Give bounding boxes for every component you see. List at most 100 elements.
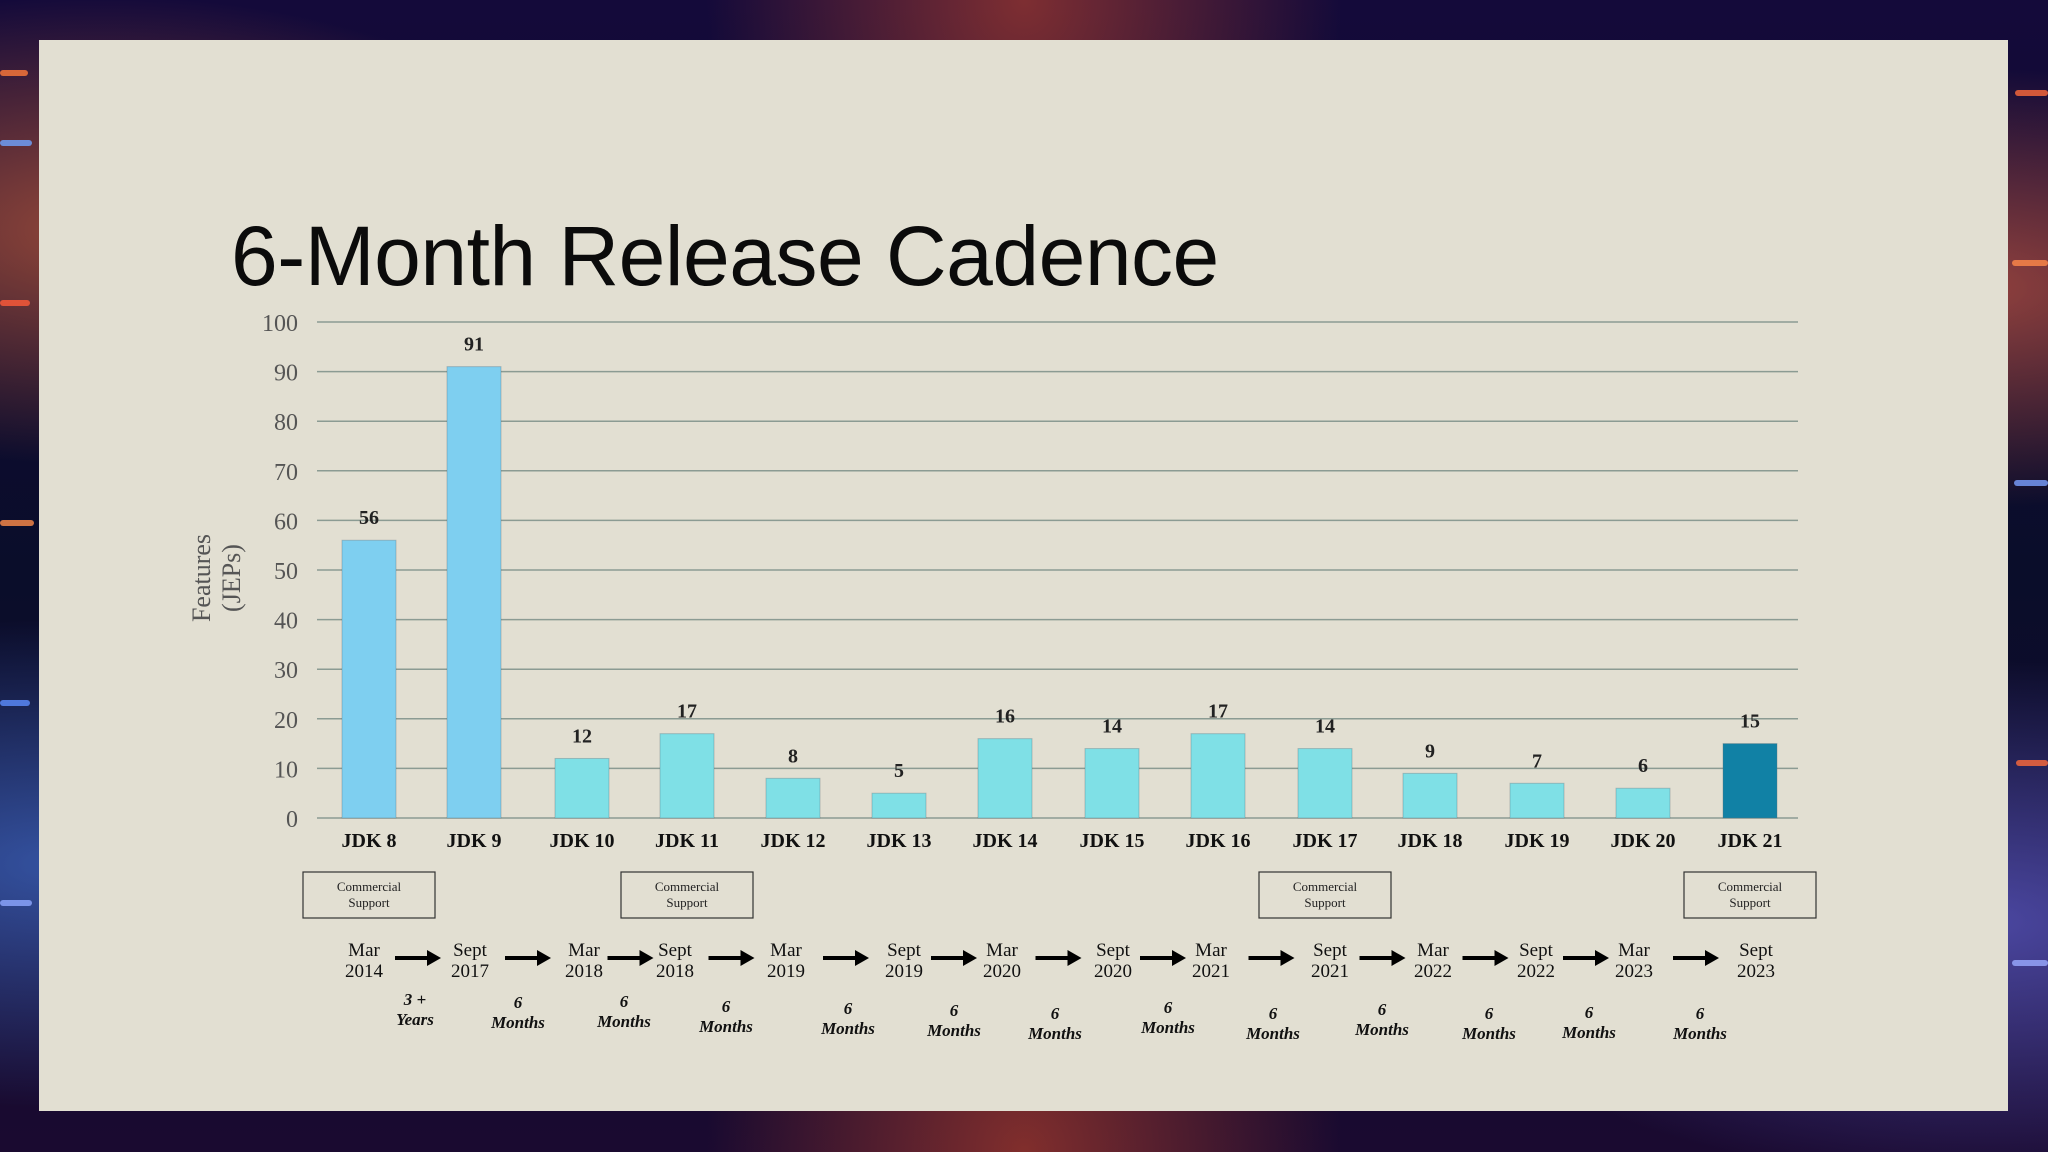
support-box-frame — [302, 871, 436, 919]
support-box-frame — [620, 871, 754, 919]
arrow-head — [963, 950, 977, 966]
arrow-head — [855, 950, 869, 966]
bar-jdk-15 — [1084, 748, 1140, 819]
timeline-arrow — [1359, 950, 1406, 966]
x-tick-label: JDK 19 — [1505, 830, 1570, 852]
timeline-date-year: 2020 — [983, 961, 1021, 982]
y-tick-label: 50 — [274, 559, 298, 585]
support-box-text: Support — [348, 895, 390, 910]
interval-count: 6 — [1485, 1004, 1494, 1023]
arrow-head — [1172, 950, 1186, 966]
timeline-arrow — [931, 950, 977, 966]
support-box-text: Support — [1304, 895, 1346, 910]
support-box-text: Commercial — [1718, 879, 1783, 894]
y-tick-label: 30 — [274, 658, 298, 684]
timeline-date-year: 2020 — [1094, 961, 1132, 982]
background-streak — [0, 700, 30, 706]
timeline-date-year: 2017 — [451, 961, 489, 982]
timeline-date-year: 2018 — [565, 961, 603, 982]
timeline-date-year: 2021 — [1311, 961, 1349, 982]
timeline-date-month: Sept — [887, 940, 922, 961]
release-timeline: Mar2014Sept2017Mar2018Sept2018Mar2019Sep… — [345, 940, 1775, 982]
bar-value-label: 15 — [1740, 711, 1760, 733]
bar-jdk-13 — [871, 792, 927, 819]
timeline-date-year: 2018 — [656, 961, 694, 982]
bar-value-labels: 56 91 12 17 8 5 16 14 17 14 9 7 6 15 — [359, 334, 1760, 783]
support-box-frame — [1258, 871, 1392, 919]
bar-jdk-20 — [1615, 787, 1671, 819]
x-tick-label: JDK 18 — [1398, 830, 1463, 852]
arrow-head — [1067, 950, 1082, 966]
interval-unit: Months — [1354, 1020, 1409, 1039]
timeline-arrow — [1248, 950, 1295, 966]
support-box-text: Commercial — [655, 879, 720, 894]
timeline-date-month: Mar — [986, 940, 1018, 961]
y-tick-label: 80 — [274, 410, 298, 436]
interval-unit: Months — [1140, 1018, 1195, 1037]
x-tick-label: JDK 8 — [342, 830, 397, 852]
interval-unit: Months — [1461, 1024, 1516, 1043]
timeline-arrow — [505, 950, 551, 966]
timeline-arrow — [607, 950, 654, 966]
x-tick-label: JDK 13 — [867, 830, 932, 852]
arrow-head — [1391, 950, 1406, 966]
bar-value-label: 8 — [788, 745, 798, 767]
slide-title: 6-Month Release Cadence — [231, 209, 1219, 303]
arrow-head — [740, 950, 755, 966]
interval-count: 3 + — [403, 990, 426, 1009]
interval-count: 6 — [620, 992, 629, 1011]
interval-count: 6 — [1696, 1004, 1705, 1023]
background-streak — [2016, 760, 2048, 766]
interval-count: 6 — [514, 993, 523, 1012]
arrow-head — [1705, 950, 1719, 966]
background-streak — [2015, 90, 2048, 96]
commercial-support-boxes: CommercialSupportCommercialSupportCommer… — [302, 871, 1817, 919]
interval-count: 6 — [1585, 1003, 1594, 1022]
timeline-date-month: Sept — [453, 940, 488, 961]
x-tick-label: JDK 20 — [1611, 830, 1676, 852]
timeline-date-month: Mar — [770, 940, 802, 961]
bar-value-label: 16 — [995, 706, 1015, 728]
bar-value-label: 6 — [1638, 755, 1648, 777]
bar-value-label: 9 — [1425, 740, 1435, 762]
y-tick-label: 60 — [274, 509, 298, 535]
timeline-date-month: Sept — [1096, 940, 1131, 961]
background-streak — [2012, 960, 2048, 966]
timeline-date-month: Mar — [348, 940, 380, 961]
background-streak — [0, 140, 32, 146]
y-tick-label: 100 — [262, 311, 298, 337]
x-tick-label: JDK 15 — [1080, 830, 1145, 852]
grid-layer — [317, 321, 1798, 819]
y-axis-label-line-2: (JEPs) — [217, 544, 246, 612]
timeline-date-year: 2019 — [885, 961, 923, 982]
background-streak — [0, 70, 28, 76]
timeline-date-year: 2022 — [1517, 961, 1555, 982]
x-tick-label: JDK 11 — [655, 830, 719, 852]
timeline-date-year: 2023 — [1737, 961, 1775, 982]
arrow-head — [427, 950, 441, 966]
bar-value-label: 91 — [464, 334, 484, 356]
timeline-date-year: 2014 — [345, 961, 384, 982]
interval-count: 6 — [722, 997, 731, 1016]
release-intervals: 3 +Years6Months6Months6Months6Months6Mon… — [396, 990, 1727, 1043]
timeline-date-year: 2022 — [1414, 961, 1452, 982]
interval-unit: Months — [490, 1013, 545, 1032]
x-tick-labels: JDK 8 JDK 9 JDK 10 JDK 11 JDK 12 JDK 13 JDK 14… — [342, 830, 1783, 852]
background-streak — [2014, 480, 2048, 486]
background-streak — [2012, 260, 2048, 266]
y-tick-label: 70 — [274, 460, 298, 486]
interval-unit: Months — [820, 1019, 875, 1038]
x-tick-label: JDK 12 — [761, 830, 826, 852]
bar-jdk-18 — [1402, 772, 1458, 819]
bar-jdk-10 — [554, 757, 610, 819]
interval-unit: Months — [1027, 1024, 1082, 1043]
support-box-frame — [1683, 871, 1817, 919]
y-tick-labels: 0 10 20 30 40 50 60 70 80 90 100 — [262, 311, 298, 833]
timeline-date-year: 2023 — [1615, 961, 1653, 982]
bar-value-label: 17 — [677, 701, 697, 723]
interval-count: 6 — [1051, 1004, 1060, 1023]
